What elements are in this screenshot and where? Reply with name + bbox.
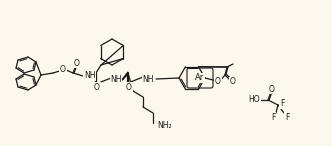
Text: O: O <box>269 85 275 93</box>
Text: NH: NH <box>84 72 96 80</box>
Text: NH: NH <box>142 74 154 84</box>
Text: HO: HO <box>248 95 260 105</box>
Text: O: O <box>126 82 132 92</box>
Polygon shape <box>122 72 128 80</box>
Text: F: F <box>280 100 284 108</box>
Text: NH: NH <box>110 75 122 85</box>
Text: NH₂: NH₂ <box>157 120 172 130</box>
Text: O: O <box>230 78 236 86</box>
Text: O: O <box>215 77 221 86</box>
Text: O: O <box>94 82 100 92</box>
Text: O: O <box>74 59 80 67</box>
Text: O: O <box>60 66 66 74</box>
Text: F: F <box>285 113 289 121</box>
Text: Ar: Ar <box>195 73 205 82</box>
Text: F: F <box>271 113 275 121</box>
